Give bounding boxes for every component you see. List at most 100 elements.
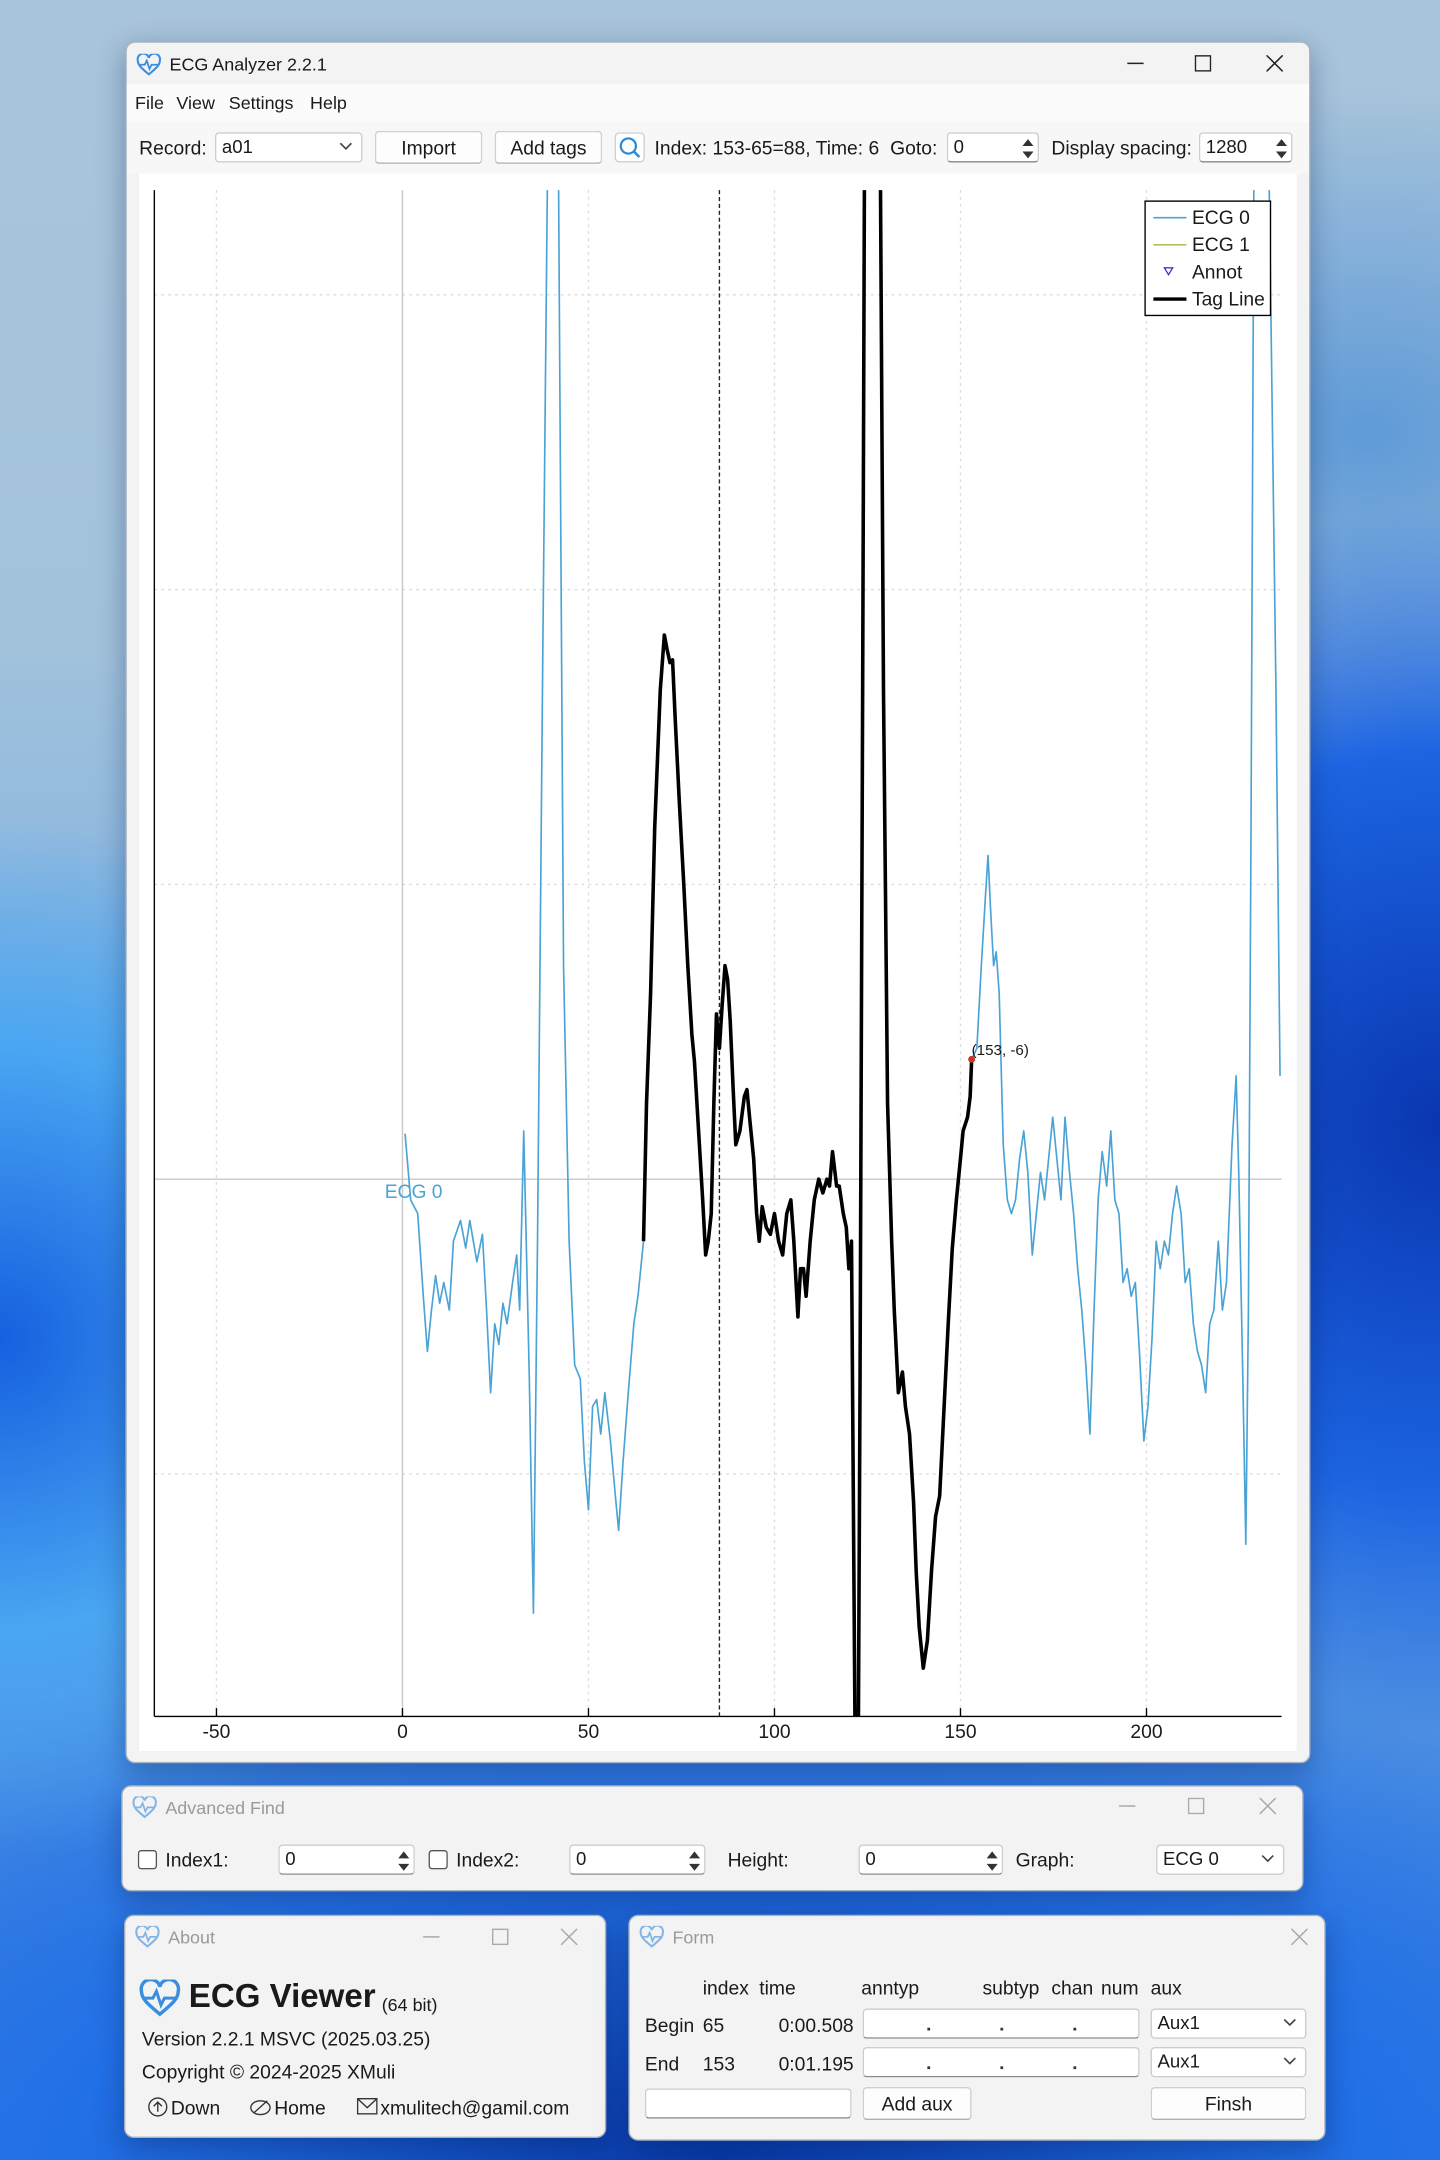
form-window: Form index time anntyp subtyp chan num a…	[628, 1914, 1326, 2141]
spin-arrows[interactable]	[1275, 135, 1289, 163]
minimize-button[interactable]	[1119, 1798, 1136, 1815]
home-link[interactable]: Home	[274, 2096, 326, 2119]
x-tick-label: -50	[203, 1722, 231, 1743]
spin-arrows[interactable]	[985, 1847, 999, 1875]
chart: -50 0 50 100 150 200 ECG 0 (153, -6) ECG 0 ECG 1 A…	[139, 173, 1297, 1751]
spin-arrows[interactable]	[1021, 135, 1035, 163]
menu-bar: File View Settings Help	[126, 84, 1310, 123]
aux-text-input[interactable]	[644, 2088, 852, 2119]
record-label: Record:	[139, 136, 207, 159]
spin-arrows[interactable]	[397, 1847, 411, 1875]
row-time: 0:00.508	[778, 2013, 854, 2037]
column-header: num	[1101, 1976, 1139, 1999]
menu-item[interactable]: View	[176, 92, 215, 113]
main-window: ECG Analyzer 2.2.1 File View Settings He…	[125, 41, 1311, 1764]
menu-item[interactable]: Help	[310, 92, 347, 113]
window-title: Form	[672, 1927, 715, 1948]
row-index: 65	[702, 2013, 725, 2037]
search-button[interactable]	[614, 132, 645, 163]
checkbox[interactable]	[137, 1850, 158, 1870]
input-mask	[927, 2027, 1077, 2031]
close-button[interactable]	[561, 1929, 578, 1946]
spacing-value: 1280	[1205, 136, 1248, 158]
menu-item[interactable]: File	[135, 92, 164, 113]
copyright-text: Copyright © 2024-2025 XMuli	[141, 2060, 396, 2083]
minimize-button[interactable]	[423, 1929, 440, 1946]
aux-combo[interactable]: Aux1	[1150, 2047, 1307, 2078]
menu-item[interactable]: Settings	[228, 92, 294, 113]
dropdown-arrow	[339, 142, 353, 150]
graph-label: Graph:	[1015, 1848, 1075, 1871]
close-button[interactable]	[1259, 1798, 1276, 1815]
x-tick-label: 150	[944, 1722, 976, 1743]
spacing-label: Display spacing:	[1051, 136, 1192, 159]
x-tick-label: 100	[758, 1722, 790, 1743]
index2-label: Index2:	[456, 1848, 520, 1871]
close-button[interactable]	[1266, 55, 1283, 72]
column-header: time	[759, 1976, 796, 1999]
input-mask	[927, 2066, 1077, 2070]
app-icon	[135, 1926, 160, 1948]
column-header: index	[702, 1976, 749, 1999]
finish-button[interactable]: Finsh	[1150, 2086, 1307, 2121]
column-header: anntyp	[861, 1976, 920, 1999]
checkbox[interactable]	[428, 1850, 448, 1870]
minimize-button[interactable]	[1127, 55, 1144, 72]
legend-label: ECG 0	[1192, 208, 1250, 229]
app-icon	[639, 1926, 664, 1948]
add-aux-button[interactable]: Add aux	[862, 2086, 972, 2121]
dropdown-arrow	[1283, 2018, 1297, 2026]
row-label: Begin	[644, 2013, 695, 2037]
x-tick-label: 0	[397, 1722, 408, 1743]
spacing-spinbox[interactable]: 1280	[1198, 132, 1293, 163]
row-time: 0:01.195	[778, 2052, 854, 2075]
add-tags-button[interactable]: Add tags	[494, 130, 603, 164]
maximize-button[interactable]	[1195, 55, 1212, 72]
graph-combo[interactable]: ECG 0	[1156, 1844, 1285, 1875]
anntyp-input[interactable]	[862, 2008, 1140, 2039]
aux-value: Aux1	[1157, 2051, 1200, 2072]
row-index: 153	[702, 2052, 735, 2075]
advanced-find-window: Advanced Find Index1: 0 Index2: 0 Height…	[121, 1785, 1304, 1892]
email-link[interactable]: xmulitech@gamil.com	[380, 2096, 570, 2119]
close-button[interactable]	[1291, 1929, 1308, 1946]
goto-spinbox[interactable]: 0	[946, 132, 1040, 163]
height-label: Height:	[727, 1848, 789, 1871]
legend-label: Tag Line	[1192, 290, 1265, 311]
index1-value: 0	[285, 1848, 296, 1870]
channel-label: ECG 0	[385, 1182, 443, 1203]
index2-value: 0	[575, 1848, 587, 1870]
app-logo	[139, 1980, 180, 2017]
legend-label: ECG 1	[1192, 235, 1250, 256]
x-tick-label: 50	[578, 1722, 599, 1743]
goto-value: 0	[953, 136, 964, 158]
aux-value: Aux1	[1157, 2012, 1200, 2034]
row-label: End	[644, 2052, 680, 2075]
height-spinbox[interactable]: 0	[858, 1844, 1004, 1875]
x-tick-label: 200	[1130, 1722, 1162, 1743]
window-title: Advanced Find	[165, 1797, 285, 1819]
import-button[interactable]: Import	[374, 130, 483, 164]
version-text: Version 2.2.1 MSVC (2025.03.25)	[141, 2027, 431, 2050]
graph-value: ECG 0	[1163, 1848, 1219, 1870]
dropdown-arrow	[1261, 1854, 1275, 1862]
status-text: Index: 153-65=88, Time: 6	[654, 136, 880, 159]
about-window: About ECG Viewer (64 bit) Version 2.2.1 …	[124, 1914, 607, 2138]
app-bits: (64 bit)	[381, 1994, 438, 2016]
index1-label: Index1:	[165, 1848, 229, 1871]
index2-spinbox[interactable]: 0	[569, 1844, 706, 1875]
download-link[interactable]: Down	[170, 2096, 221, 2119]
index1-spinbox[interactable]: 0	[278, 1844, 415, 1875]
maximize-button[interactable]	[1188, 1798, 1205, 1815]
maximize-button[interactable]	[492, 1929, 509, 1946]
mail-icon	[356, 2098, 378, 2115]
anntyp-input[interactable]	[862, 2047, 1140, 2078]
record-combo[interactable]: a01	[214, 132, 363, 163]
spin-arrows[interactable]	[688, 1847, 702, 1875]
app-icon	[132, 1796, 157, 1818]
column-header: aux	[1150, 1976, 1182, 1999]
dropdown-arrow	[1283, 2057, 1297, 2065]
aux-combo[interactable]: Aux1	[1150, 2008, 1307, 2039]
